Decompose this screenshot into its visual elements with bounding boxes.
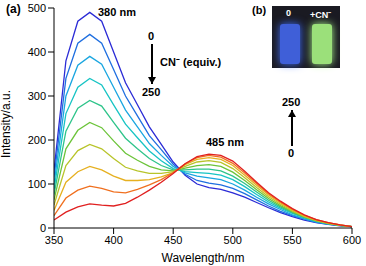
- svg-text:550: 550: [283, 234, 301, 246]
- svg-text:350: 350: [45, 234, 63, 246]
- html-text:380 nm: 380 nm: [98, 6, 136, 18]
- svg-text:0: 0: [40, 222, 46, 234]
- svg-text:300: 300: [28, 90, 46, 102]
- html-text:+CN⁻: +CN⁻: [310, 10, 332, 20]
- html-text:250: 250: [282, 96, 301, 108]
- html-text:0: 0: [148, 30, 155, 42]
- svg-text:600: 600: [343, 234, 361, 246]
- html-text:0: 0: [288, 147, 295, 159]
- svg-text:400: 400: [28, 46, 46, 58]
- svg-text:200: 200: [28, 134, 46, 146]
- html-text:CN⁻ (equiv.): CN⁻ (equiv.): [160, 56, 222, 68]
- svg-text:100: 100: [28, 178, 46, 190]
- svg-text:450: 450: [164, 234, 182, 246]
- html-text:485 nm: 485 nm: [206, 136, 244, 148]
- svg-text:500: 500: [224, 234, 242, 246]
- svg-text:Intensity/a.u.: Intensity/a.u.: [0, 90, 13, 158]
- svg-text:Wavelength/nm: Wavelength/nm: [162, 251, 245, 265]
- svg-text:400: 400: [104, 234, 122, 246]
- html-text:(a): (a): [6, 2, 21, 16]
- svg-text:500: 500: [28, 2, 46, 14]
- html-text:(b): (b): [252, 4, 266, 16]
- html-text:0: 0: [286, 8, 291, 18]
- html-text:250: 250: [142, 86, 161, 98]
